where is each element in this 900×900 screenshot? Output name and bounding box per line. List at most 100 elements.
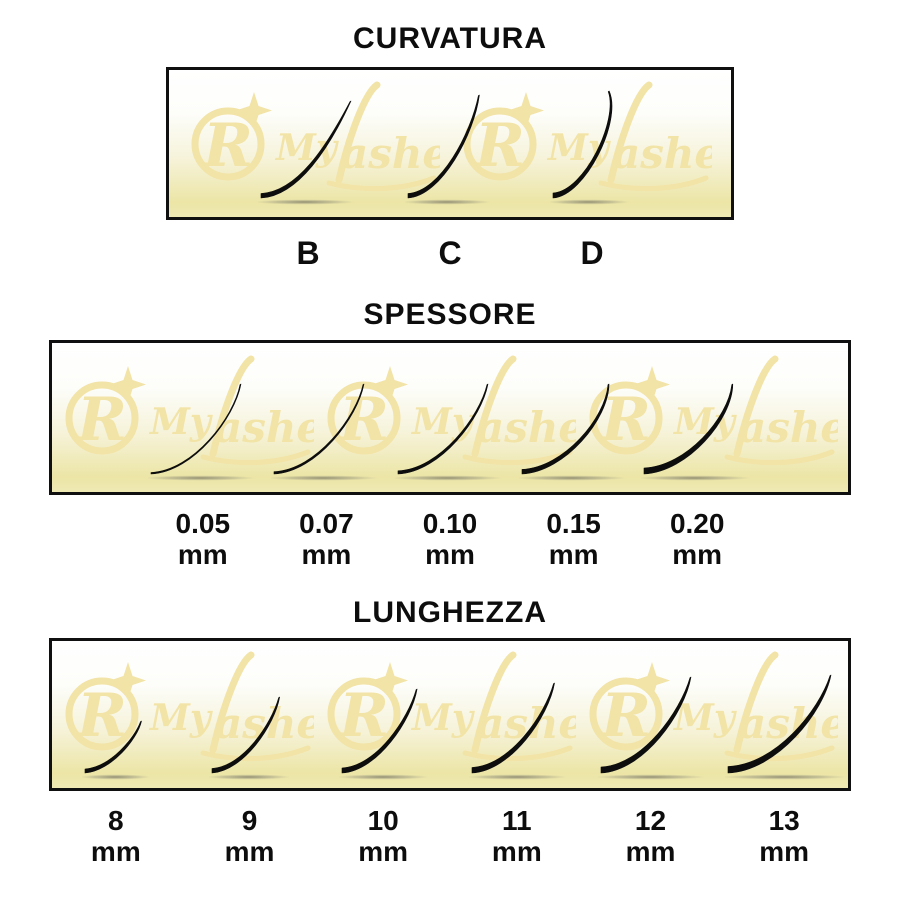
measure-value: 0.07 — [299, 508, 354, 540]
spessore-label-0.15mm: 0.15 mm — [512, 508, 636, 571]
lash-curve — [84, 720, 142, 774]
measure-unit: mm — [301, 538, 352, 570]
lash-shadow — [271, 475, 379, 481]
measure-value: 0.05 — [175, 508, 231, 540]
lash-image-0.10mm — [394, 383, 502, 481]
spessore-label-0.10mm: 0.10 mm — [388, 508, 512, 571]
spessore-label-row: 0.05 mm 0.07 mm 0.10 mm 0.15 mm 0.20 mm — [141, 508, 759, 571]
curl-letter: B — [296, 235, 320, 271]
lash-shadow — [725, 774, 848, 780]
lash-curvatura-b — [237, 70, 379, 207]
lash-curve — [552, 90, 613, 199]
lunghezza-label-8mm: 8 mm — [49, 804, 183, 868]
lash-shadow — [405, 199, 491, 205]
lash-curvatura-d — [521, 70, 663, 207]
lunghezza-panel: RMyashesRMyashesRMyashes — [49, 637, 851, 791]
lash-curve — [212, 696, 281, 774]
brand-initial: R — [75, 385, 127, 455]
lash-shadow — [81, 774, 151, 780]
section-title-lunghezza: LUNGHEZZA — [353, 595, 547, 629]
lash-image-0.07mm — [271, 383, 379, 481]
lash-curve — [274, 383, 365, 475]
lash-curve — [341, 688, 418, 774]
lunghezza-label-9mm: 9 mm — [183, 804, 317, 868]
lash-image-13mm — [725, 674, 848, 780]
lash-image-11mm — [468, 682, 568, 780]
measure-value: 0.15 — [546, 508, 601, 540]
curvatura-label-b: B — [237, 235, 379, 271]
spessore-label-0.07mm: 0.07 mm — [265, 508, 389, 571]
measure-value: 0.10 — [422, 508, 478, 540]
lash-spessore-0.20mm — [635, 343, 759, 483]
lash-shadow — [598, 774, 706, 780]
measure-value: 0.20 — [669, 508, 725, 540]
spessore-label-0.20mm: 0.20 mm — [635, 508, 759, 571]
measure-value: 12 — [634, 804, 667, 836]
lunghezza-label-row: 8 mm 9 mm 10 mm 11 mm 12 mm 13 mm — [49, 804, 851, 868]
lash-spessore-0.15mm — [512, 343, 636, 483]
measure-value: 8 — [108, 804, 124, 836]
spessore-label-0.05mm: 0.05 mm — [141, 508, 265, 571]
lash-shadow — [518, 475, 626, 481]
lash-image-d — [550, 90, 630, 205]
lash-lunghezza-8mm — [52, 641, 186, 782]
lash-shadow — [468, 774, 568, 780]
curvatura-label-row: B C D — [237, 235, 663, 271]
measure-unit: mm — [358, 835, 409, 867]
measure-value: 10 — [367, 804, 399, 836]
lunghezza-label-11mm: 11 mm — [450, 804, 584, 868]
lash-shadow — [339, 774, 430, 780]
curvatura-lash-row — [237, 70, 663, 217]
lunghezza-label-13mm: 13 mm — [717, 804, 851, 868]
measure-unit: mm — [224, 835, 275, 867]
measure-value: 13 — [768, 804, 800, 836]
lash-image-0.20mm — [641, 383, 751, 481]
brand-circle — [65, 381, 139, 455]
lash-curve — [521, 383, 609, 475]
section-lunghezza: LUNGHEZZA RMyashesRMyashesRMyashes 8mm9m… — [0, 595, 900, 868]
curvatura-label-c: C — [379, 235, 521, 271]
measure-value: 11 — [502, 804, 532, 836]
section-curvatura: CURVATURA RMyashesRMyashes B C D — [0, 24, 900, 271]
measure-unit: mm — [425, 538, 475, 570]
lash-image-9mm — [209, 696, 291, 780]
lash-lunghezza-9mm — [186, 641, 320, 782]
lash-lunghezza-13mm — [720, 641, 848, 782]
lash-spessore-0.05mm — [141, 343, 265, 483]
lash-image-0.15mm — [518, 383, 626, 481]
lash-lunghezza-11mm — [453, 641, 587, 782]
lash-spessore-0.10mm — [388, 343, 512, 483]
measure-unit: mm — [548, 538, 599, 570]
lunghezza-label-12mm: 12 mm — [584, 804, 718, 868]
measure-value: 9 — [241, 804, 258, 836]
section-title-curvatura: CURVATURA — [353, 22, 547, 55]
lash-shadow — [550, 199, 630, 205]
measure-unit: mm — [491, 835, 542, 867]
curvatura-label-d: D — [521, 235, 663, 271]
lunghezza-label-10mm: 10 mm — [316, 804, 450, 868]
lash-curve — [407, 94, 480, 199]
lash-curve — [260, 100, 352, 199]
lunghezza-lash-row — [52, 641, 848, 788]
measure-unit: mm — [759, 835, 810, 867]
lash-curve — [601, 676, 692, 774]
lash-image-c — [405, 94, 491, 205]
curl-letter: C — [438, 235, 462, 271]
lash-curve — [471, 682, 555, 774]
lash-shadow — [258, 199, 355, 205]
lash-curve — [727, 674, 832, 774]
lash-shadow — [641, 475, 751, 481]
lash-image-8mm — [81, 720, 151, 780]
measure-unit: mm — [625, 835, 676, 867]
lash-lunghezza-10mm — [319, 641, 453, 782]
lash-lunghezza-12mm — [587, 641, 721, 782]
section-spessore: SPESSORE RMyashesRMyashesRMyashes 0.05mm… — [0, 300, 900, 571]
lash-curvatura-c — [379, 70, 521, 207]
lash-shadow — [209, 774, 291, 780]
lash-curve — [150, 383, 242, 475]
lash-image-10mm — [339, 688, 430, 780]
measure-unit: mm — [672, 538, 723, 570]
curvatura-panel: RMyashesRMyashes — [166, 67, 734, 220]
lash-image-b — [258, 100, 355, 205]
